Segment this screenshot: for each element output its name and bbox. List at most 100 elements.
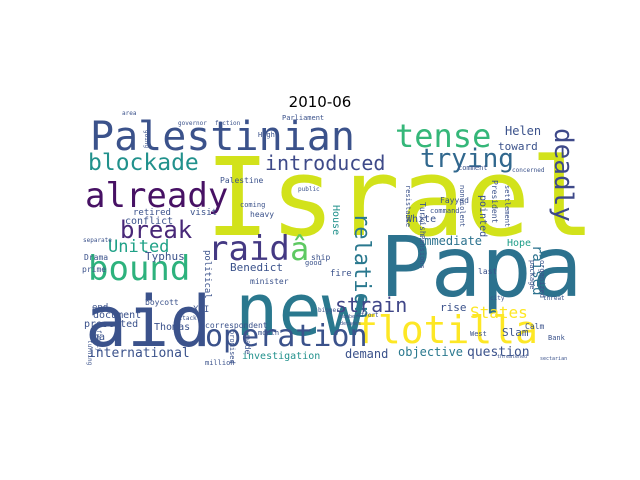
word-turning: turning [86, 340, 93, 366]
word-pensions: Pensions [418, 235, 426, 269]
word-flotilla: flotilla [355, 308, 538, 352]
word-drama: Drama [84, 253, 108, 262]
word-threat: threat [543, 295, 565, 302]
word-break: break [120, 216, 193, 244]
word-calm: Calm [525, 322, 544, 331]
word-blockade: blockade [88, 150, 199, 176]
word-end: end [92, 303, 108, 313]
word-aid: aid [85, 281, 211, 363]
word-city: city [490, 295, 505, 302]
word-west: West [470, 330, 487, 338]
word-retired: retired [133, 208, 171, 218]
word-palestinian: Palestinian [90, 114, 355, 160]
word-threatened: threatened [497, 354, 527, 360]
word-investigation: investigation [242, 351, 320, 362]
word-correspondent: correspondent [205, 321, 268, 330]
word-xvi: XVI [193, 305, 209, 315]
word-fire: fire [330, 269, 352, 279]
word-fayyad: Fayyad [440, 196, 469, 205]
word-governor: governor [178, 120, 207, 127]
word-million: million [205, 359, 235, 367]
word-organized: organized [538, 260, 546, 298]
word-good: good [305, 259, 322, 267]
word-political: political [202, 250, 212, 299]
word-promised: promised [228, 330, 236, 364]
word-raid: raid [208, 229, 290, 269]
word--: â [290, 230, 309, 268]
word-hope: Hope [507, 238, 531, 249]
word-introduced: introduced [265, 151, 385, 175]
word-palestine: Palestine [220, 176, 264, 185]
word-boycott: boycott [145, 298, 179, 307]
word-area: area [122, 110, 137, 117]
chart-title: 2010-06 [288, 93, 352, 111]
word-demand: demand [345, 347, 388, 361]
word-number: number [340, 314, 358, 320]
word-separate: separate [83, 237, 112, 244]
word-coming: coming [240, 201, 265, 209]
word-states: States [470, 303, 528, 322]
word-objective: objective [398, 345, 463, 359]
word-made: made [243, 335, 252, 354]
word-trying: trying [420, 144, 514, 174]
word-decades: decades [340, 321, 361, 327]
word-bank: Bank [548, 334, 566, 342]
word-bigger: bigger [318, 307, 340, 314]
word-deadly: deadly [548, 128, 578, 222]
word-visit: visit [190, 208, 217, 218]
word-white: White [406, 214, 436, 225]
word-comment: comment [458, 164, 488, 172]
word-last: last [478, 267, 497, 276]
word-faction: faction [215, 120, 241, 127]
word-house: House [330, 205, 341, 235]
word-month: month [258, 329, 279, 337]
word-attack: attack [175, 315, 197, 322]
word-public: public [298, 186, 320, 193]
word-turkish: Turkish [418, 202, 427, 236]
word-toward: toward [498, 140, 538, 153]
word-raised: raised [529, 245, 545, 296]
word-ship: ship [311, 253, 330, 262]
word-conflict: conflict [125, 216, 173, 227]
word-minister: minister [250, 277, 289, 286]
word-effort: effort [357, 312, 379, 319]
word-package: package [528, 260, 536, 290]
word-already: already [85, 176, 228, 216]
word-going: going [143, 130, 150, 148]
word-question: question [467, 345, 530, 360]
word-sectarian: sectarian [540, 356, 567, 362]
word-united: United [108, 237, 169, 257]
word-command: command [430, 207, 460, 215]
word-concerned: concerned [512, 167, 545, 174]
word-parliament: Parliament [282, 114, 324, 122]
word-operation: operation [205, 319, 368, 354]
word-high: High [258, 131, 275, 139]
word-tense: tense [395, 117, 491, 155]
word-slam: Slam [502, 326, 529, 339]
word-rise: rise [440, 301, 467, 314]
word-immediate: immediate [417, 234, 482, 248]
word-typhus: Typhus [145, 250, 185, 263]
word-family: family [95, 330, 102, 352]
word-document: document [93, 310, 141, 321]
word-thomas: Thomas [154, 322, 190, 333]
word-bound: bound [88, 249, 190, 289]
word-nonviolent: nonviolent [458, 185, 466, 227]
word-presented: presented [84, 319, 138, 330]
word-israel: Israel [205, 136, 595, 261]
word-prime: prime [82, 265, 106, 274]
word-helen: Helen [505, 124, 541, 138]
word-international: international [88, 346, 190, 361]
word-resistance: resistance [404, 185, 412, 227]
word-president: President [490, 180, 499, 224]
word-heavy: heavy [250, 210, 274, 219]
word-new: new [235, 268, 366, 352]
word-relation: relation [349, 213, 374, 319]
word-benedict: Benedict [230, 261, 283, 274]
word-strain: strain [335, 293, 407, 317]
word-ha: ha [93, 332, 105, 343]
word-settlement: settlement [503, 185, 511, 227]
word-pointed: pointed [477, 195, 488, 237]
word-papa: Papa [380, 218, 582, 316]
